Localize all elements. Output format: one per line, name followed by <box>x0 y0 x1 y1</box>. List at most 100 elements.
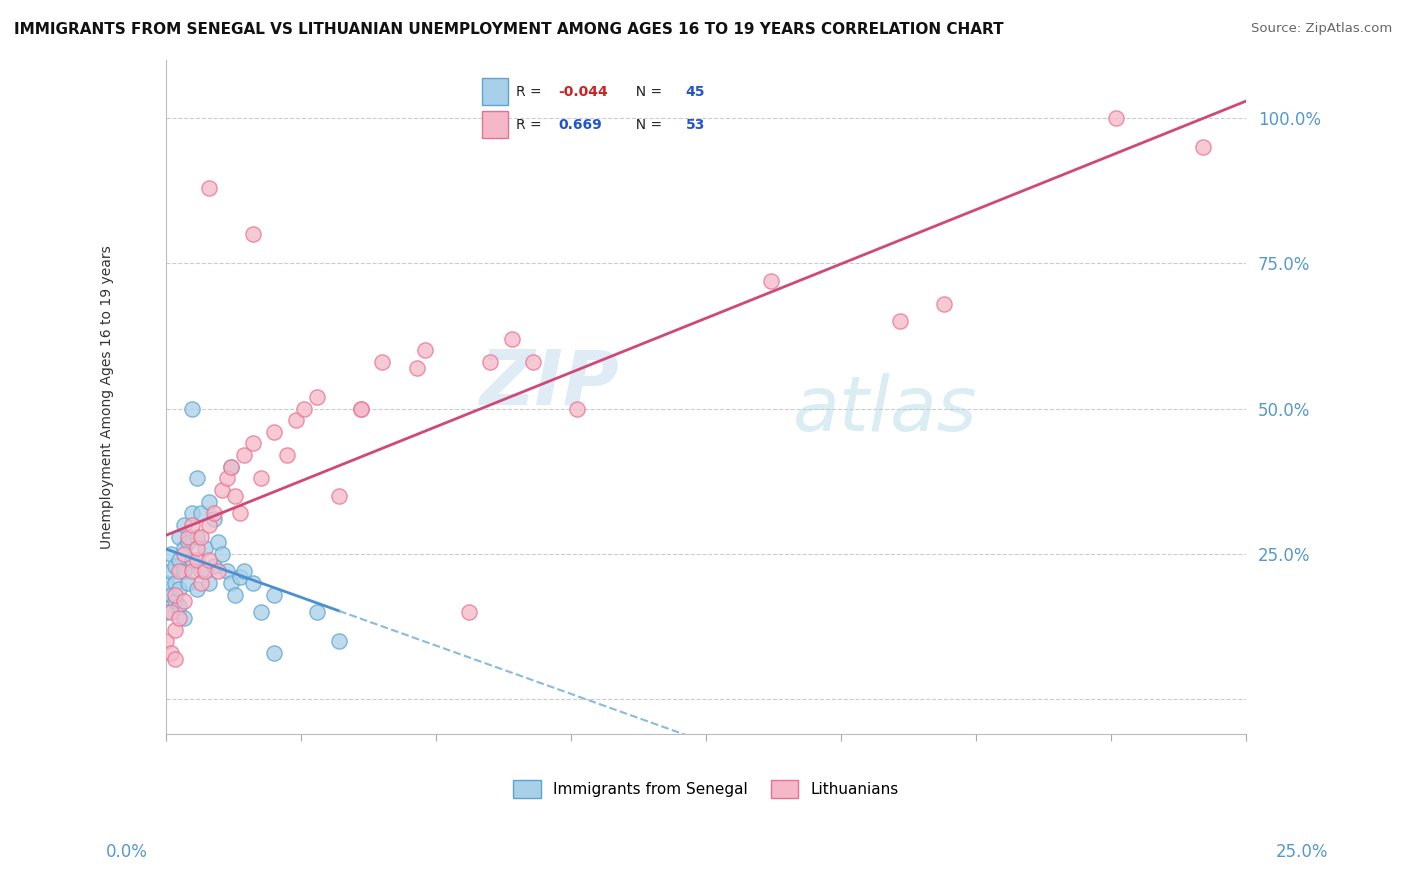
Point <box>349 401 371 416</box>
Point <box>198 517 221 532</box>
Point <box>163 576 186 591</box>
Point <box>349 401 371 416</box>
Point <box>167 553 190 567</box>
Point <box>224 588 246 602</box>
Point <box>194 541 217 556</box>
Point <box>889 314 911 328</box>
Point <box>242 576 264 591</box>
Point <box>163 623 186 637</box>
Point <box>228 506 250 520</box>
Point <box>405 360 427 375</box>
Point <box>233 448 256 462</box>
Point <box>307 390 329 404</box>
Point <box>202 506 225 520</box>
Point <box>159 588 181 602</box>
Point <box>155 605 177 619</box>
Point <box>167 565 190 579</box>
Point <box>159 646 181 660</box>
Point <box>276 448 298 462</box>
Point <box>202 558 225 573</box>
Point <box>163 588 186 602</box>
Point <box>263 588 285 602</box>
Point <box>181 506 204 520</box>
Point <box>233 565 256 579</box>
Point <box>186 553 208 567</box>
Text: atlas: atlas <box>793 374 977 448</box>
Point <box>215 471 238 485</box>
Point <box>194 565 217 579</box>
Point <box>759 274 782 288</box>
Point <box>159 565 181 579</box>
Point <box>159 547 181 561</box>
Point <box>155 576 177 591</box>
Legend: Immigrants from Senegal, Lithuanians: Immigrants from Senegal, Lithuanians <box>508 774 905 805</box>
Point <box>190 576 212 591</box>
Point <box>155 634 177 648</box>
Point <box>190 529 212 543</box>
Point <box>250 471 273 485</box>
Point <box>263 646 285 660</box>
Point <box>328 489 350 503</box>
Text: IMMIGRANTS FROM SENEGAL VS LITHUANIAN UNEMPLOYMENT AMONG AGES 16 TO 19 YEARS COR: IMMIGRANTS FROM SENEGAL VS LITHUANIAN UN… <box>14 22 1004 37</box>
Point <box>181 517 204 532</box>
Point <box>242 227 264 241</box>
Point <box>501 332 523 346</box>
Point <box>207 565 229 579</box>
Point <box>173 593 195 607</box>
Point <box>186 541 208 556</box>
Point <box>163 558 186 573</box>
Point <box>167 529 190 543</box>
Point <box>163 593 186 607</box>
Point <box>228 570 250 584</box>
Point <box>186 471 208 485</box>
Point <box>190 506 212 520</box>
Point <box>173 541 195 556</box>
Point <box>1191 140 1213 154</box>
Point <box>242 436 264 450</box>
Point <box>173 611 195 625</box>
Point <box>177 535 200 549</box>
Point <box>215 565 238 579</box>
Point <box>177 529 200 543</box>
Point <box>173 547 195 561</box>
Point <box>198 576 221 591</box>
Text: 25.0%: 25.0% <box>1277 843 1329 861</box>
Point <box>181 401 204 416</box>
Point <box>198 180 221 194</box>
Point <box>198 494 221 508</box>
Point <box>173 517 195 532</box>
Point <box>219 576 242 591</box>
Point <box>219 459 242 474</box>
Text: Source: ZipAtlas.com: Source: ZipAtlas.com <box>1251 22 1392 36</box>
Point <box>565 401 588 416</box>
Point <box>250 605 273 619</box>
Point <box>932 297 955 311</box>
Point <box>167 582 190 596</box>
Point <box>181 565 204 579</box>
Point <box>167 599 190 614</box>
Point <box>167 611 190 625</box>
Point <box>181 553 204 567</box>
Point <box>1105 111 1128 125</box>
Point <box>211 483 233 497</box>
Point <box>224 489 246 503</box>
Text: ZIP: ZIP <box>479 346 620 420</box>
Point <box>263 425 285 439</box>
Point <box>190 565 212 579</box>
Point <box>371 355 394 369</box>
Text: 0.0%: 0.0% <box>105 843 148 861</box>
Point <box>415 343 437 358</box>
Point <box>186 582 208 596</box>
Point <box>479 355 502 369</box>
Point <box>294 401 316 416</box>
Point <box>207 535 229 549</box>
Point <box>284 413 307 427</box>
Point <box>328 634 350 648</box>
Point <box>198 553 221 567</box>
Point <box>159 605 181 619</box>
Point <box>163 651 186 665</box>
Point <box>307 605 329 619</box>
Point <box>219 459 242 474</box>
Text: Unemployment Among Ages 16 to 19 years: Unemployment Among Ages 16 to 19 years <box>100 245 114 549</box>
Point <box>173 565 195 579</box>
